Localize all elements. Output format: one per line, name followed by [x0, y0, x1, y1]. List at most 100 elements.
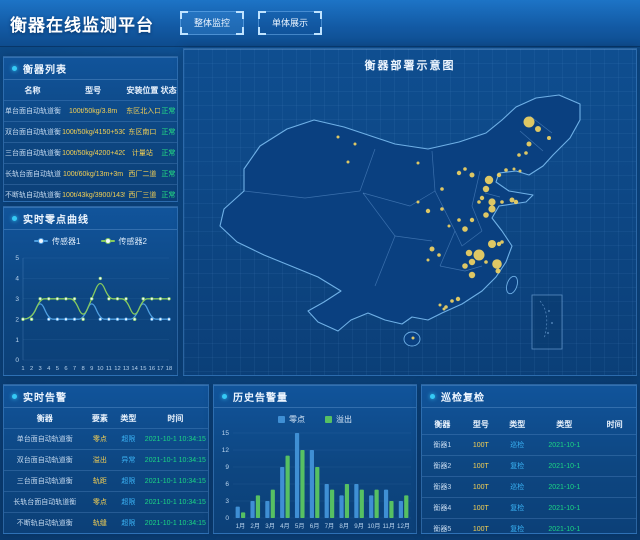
table-row: 衡器2 100T 复检 2021-10-1 [422, 455, 636, 477]
svg-text:5月: 5月 [295, 523, 305, 530]
line-legend: 传感器1 传感器2 [4, 232, 177, 250]
tab-label: 整体监控 [193, 18, 230, 28]
device-list-panel: 衡器列表 名称 型号 安装位置 状态 单台面自动轨道衡 100t/50kg/3.8… [3, 56, 178, 202]
deployment-markers [336, 116, 551, 340]
table-row: 不断轨自动轨道衡 100t/43kg/3900/1435 西厂三道 正常 [4, 184, 177, 206]
svg-text:16: 16 [148, 366, 154, 372]
table-row: 衡器3 100T 巡检 2021-10-1 [422, 476, 636, 498]
svg-text:11月: 11月 [382, 523, 395, 530]
svg-text:11: 11 [105, 366, 111, 372]
svg-text:7月: 7月 [325, 523, 335, 530]
header-tabs: 整体监控 单体展示 [180, 11, 322, 35]
svg-text:13: 13 [122, 366, 128, 372]
tab-single-display[interactable]: 单体展示 [258, 11, 322, 35]
svg-text:5: 5 [15, 255, 19, 262]
table-row: 衡器4 100T 复检 2021-10-1 [422, 497, 636, 519]
legend-line-marker-icon [34, 238, 49, 244]
svg-text:2: 2 [15, 316, 19, 323]
province-borders [243, 115, 553, 287]
china-map[interactable] [200, 71, 620, 371]
legend-item-overflow[interactable]: 溢出 [325, 414, 352, 425]
svg-text:15: 15 [222, 430, 230, 437]
svg-text:17: 17 [157, 366, 163, 372]
svg-text:8: 8 [81, 366, 84, 372]
table-row: 衡器5 100T 复检 2021-10-1 [422, 518, 636, 540]
svg-text:6: 6 [225, 481, 229, 488]
table-row: 不断轨自动轨道衡 轨缝 超限 2021-10-1 10:34:15 [4, 512, 208, 534]
map-panel: 衡器部署示意图 [183, 48, 637, 376]
zero-curve-panel: 实时零点曲线 传感器1 传感器2 0 1 2 3 4 5 1 2 3 4 5 6 7 8 9 10 11 12 13… [3, 206, 178, 376]
bullet-icon [12, 215, 17, 221]
table-row: 单台面自动轨道衡 零点 超限 2021-10-1 10:34:15 [4, 428, 208, 450]
inspection-panel: 巡检复检 衡器 型号 类型 类型 时间 衡器1 100T 巡检 2021-10-1 衡… [421, 384, 637, 534]
alarm-table-header: 衡器 要素 类型 时间 [36, 414, 184, 423]
svg-text:18: 18 [165, 366, 171, 372]
app-title: 衡器在线监测平台 [10, 15, 154, 35]
bar-legend: 零点 溢出 [214, 410, 416, 428]
alarm-table: 衡器 要素 类型 时间 单台面自动轨道衡 零点 超限 2021-10-1 10:34:… [4, 408, 208, 533]
svg-text:9: 9 [90, 366, 93, 372]
bullet-icon [12, 393, 17, 399]
panel-title-history: 历史告警量 [214, 385, 416, 408]
svg-text:0: 0 [15, 357, 19, 364]
svg-text:8月: 8月 [339, 523, 349, 530]
svg-text:4月: 4月 [280, 523, 290, 530]
table-row: 三台面自动轨道衡 轨距 超限 2021-10-1 10:34:15 [4, 470, 208, 492]
app-header: 衡器在线监测平台 整体监控 单体展示 [0, 0, 640, 46]
svg-text:14: 14 [131, 366, 138, 372]
svg-text:3月: 3月 [265, 523, 275, 530]
svg-text:9月: 9月 [354, 523, 364, 530]
table-row: 双台面自动轨道衡 溢出 异常 2021-10-1 10:34:15 [4, 449, 208, 471]
svg-text:12: 12 [222, 447, 230, 454]
svg-text:12月: 12月 [397, 523, 410, 530]
table-row: 单台面自动轨道衡 100t/50kg/3.8m 东区北入口 正常 [4, 100, 177, 122]
history-panel: 历史告警量 零点 溢出 0 3 6 9 12 15 1月 2月 3月 4月 5月 6月 7月 8月 9月 10… [213, 384, 417, 534]
svg-text:6: 6 [64, 366, 67, 372]
inspection-table-header: 衡器 型号 类型 类型 时间 [434, 420, 623, 429]
table-row: 长轨台面自动轨道衡 零点 超限 2021-10-1 10:34:15 [4, 491, 208, 513]
svg-text:7: 7 [72, 366, 75, 372]
col-status: 状态 [160, 86, 177, 95]
svg-text:2: 2 [29, 366, 32, 372]
svg-text:3: 3 [225, 498, 229, 505]
china-landmass [219, 94, 581, 347]
legend-item-sensor1[interactable]: 传感器1 [34, 236, 81, 247]
svg-text:3: 3 [38, 366, 41, 372]
svg-text:3: 3 [15, 296, 19, 303]
tab-label: 单体展示 [271, 18, 308, 28]
legend-line-marker-icon [100, 238, 115, 244]
panel-title-inspection: 巡检复检 [422, 385, 636, 408]
legend-item-sensor2[interactable]: 传感器2 [100, 236, 147, 247]
svg-text:12: 12 [114, 366, 120, 372]
svg-text:10: 10 [97, 366, 103, 372]
svg-text:0: 0 [225, 515, 229, 522]
inspection-table: 衡器 型号 类型 类型 时间 衡器1 100T 巡检 2021-10-1 衡器2 100… [422, 414, 636, 539]
svg-text:1: 1 [21, 366, 24, 372]
svg-text:10月: 10月 [367, 523, 380, 530]
device-table: 名称 型号 安装位置 状态 单台面自动轨道衡 100t/50kg/3.8m 东区北入… [4, 80, 177, 205]
bullet-icon [12, 65, 17, 71]
col-model: 型号 [85, 86, 102, 95]
table-row: 衡器1 100T 巡检 2021-10-1 [422, 434, 636, 456]
bullet-icon [430, 393, 435, 399]
svg-text:4: 4 [47, 366, 51, 372]
svg-text:5: 5 [55, 366, 58, 372]
alarms-panel: 实时告警 衡器 要素 类型 时间 单台面自动轨道衡 零点 超限 2021-10-1 1… [3, 384, 209, 534]
panel-title-alarms: 实时告警 [4, 385, 208, 408]
svg-text:1月: 1月 [236, 523, 246, 530]
legend-square-icon [278, 415, 285, 423]
map-title: 衡器部署示意图 [364, 60, 456, 72]
panel-title-zero-curve: 实时零点曲线 [4, 207, 177, 230]
panel-title-device-list: 衡器列表 [4, 57, 177, 80]
svg-text:15: 15 [140, 366, 146, 372]
tab-overall-monitor[interactable]: 整体监控 [180, 11, 244, 35]
bullet-icon [222, 393, 227, 399]
svg-text:2月: 2月 [250, 523, 260, 530]
legend-item-zero[interactable]: 零点 [278, 414, 305, 425]
col-name: 名称 [24, 86, 41, 95]
